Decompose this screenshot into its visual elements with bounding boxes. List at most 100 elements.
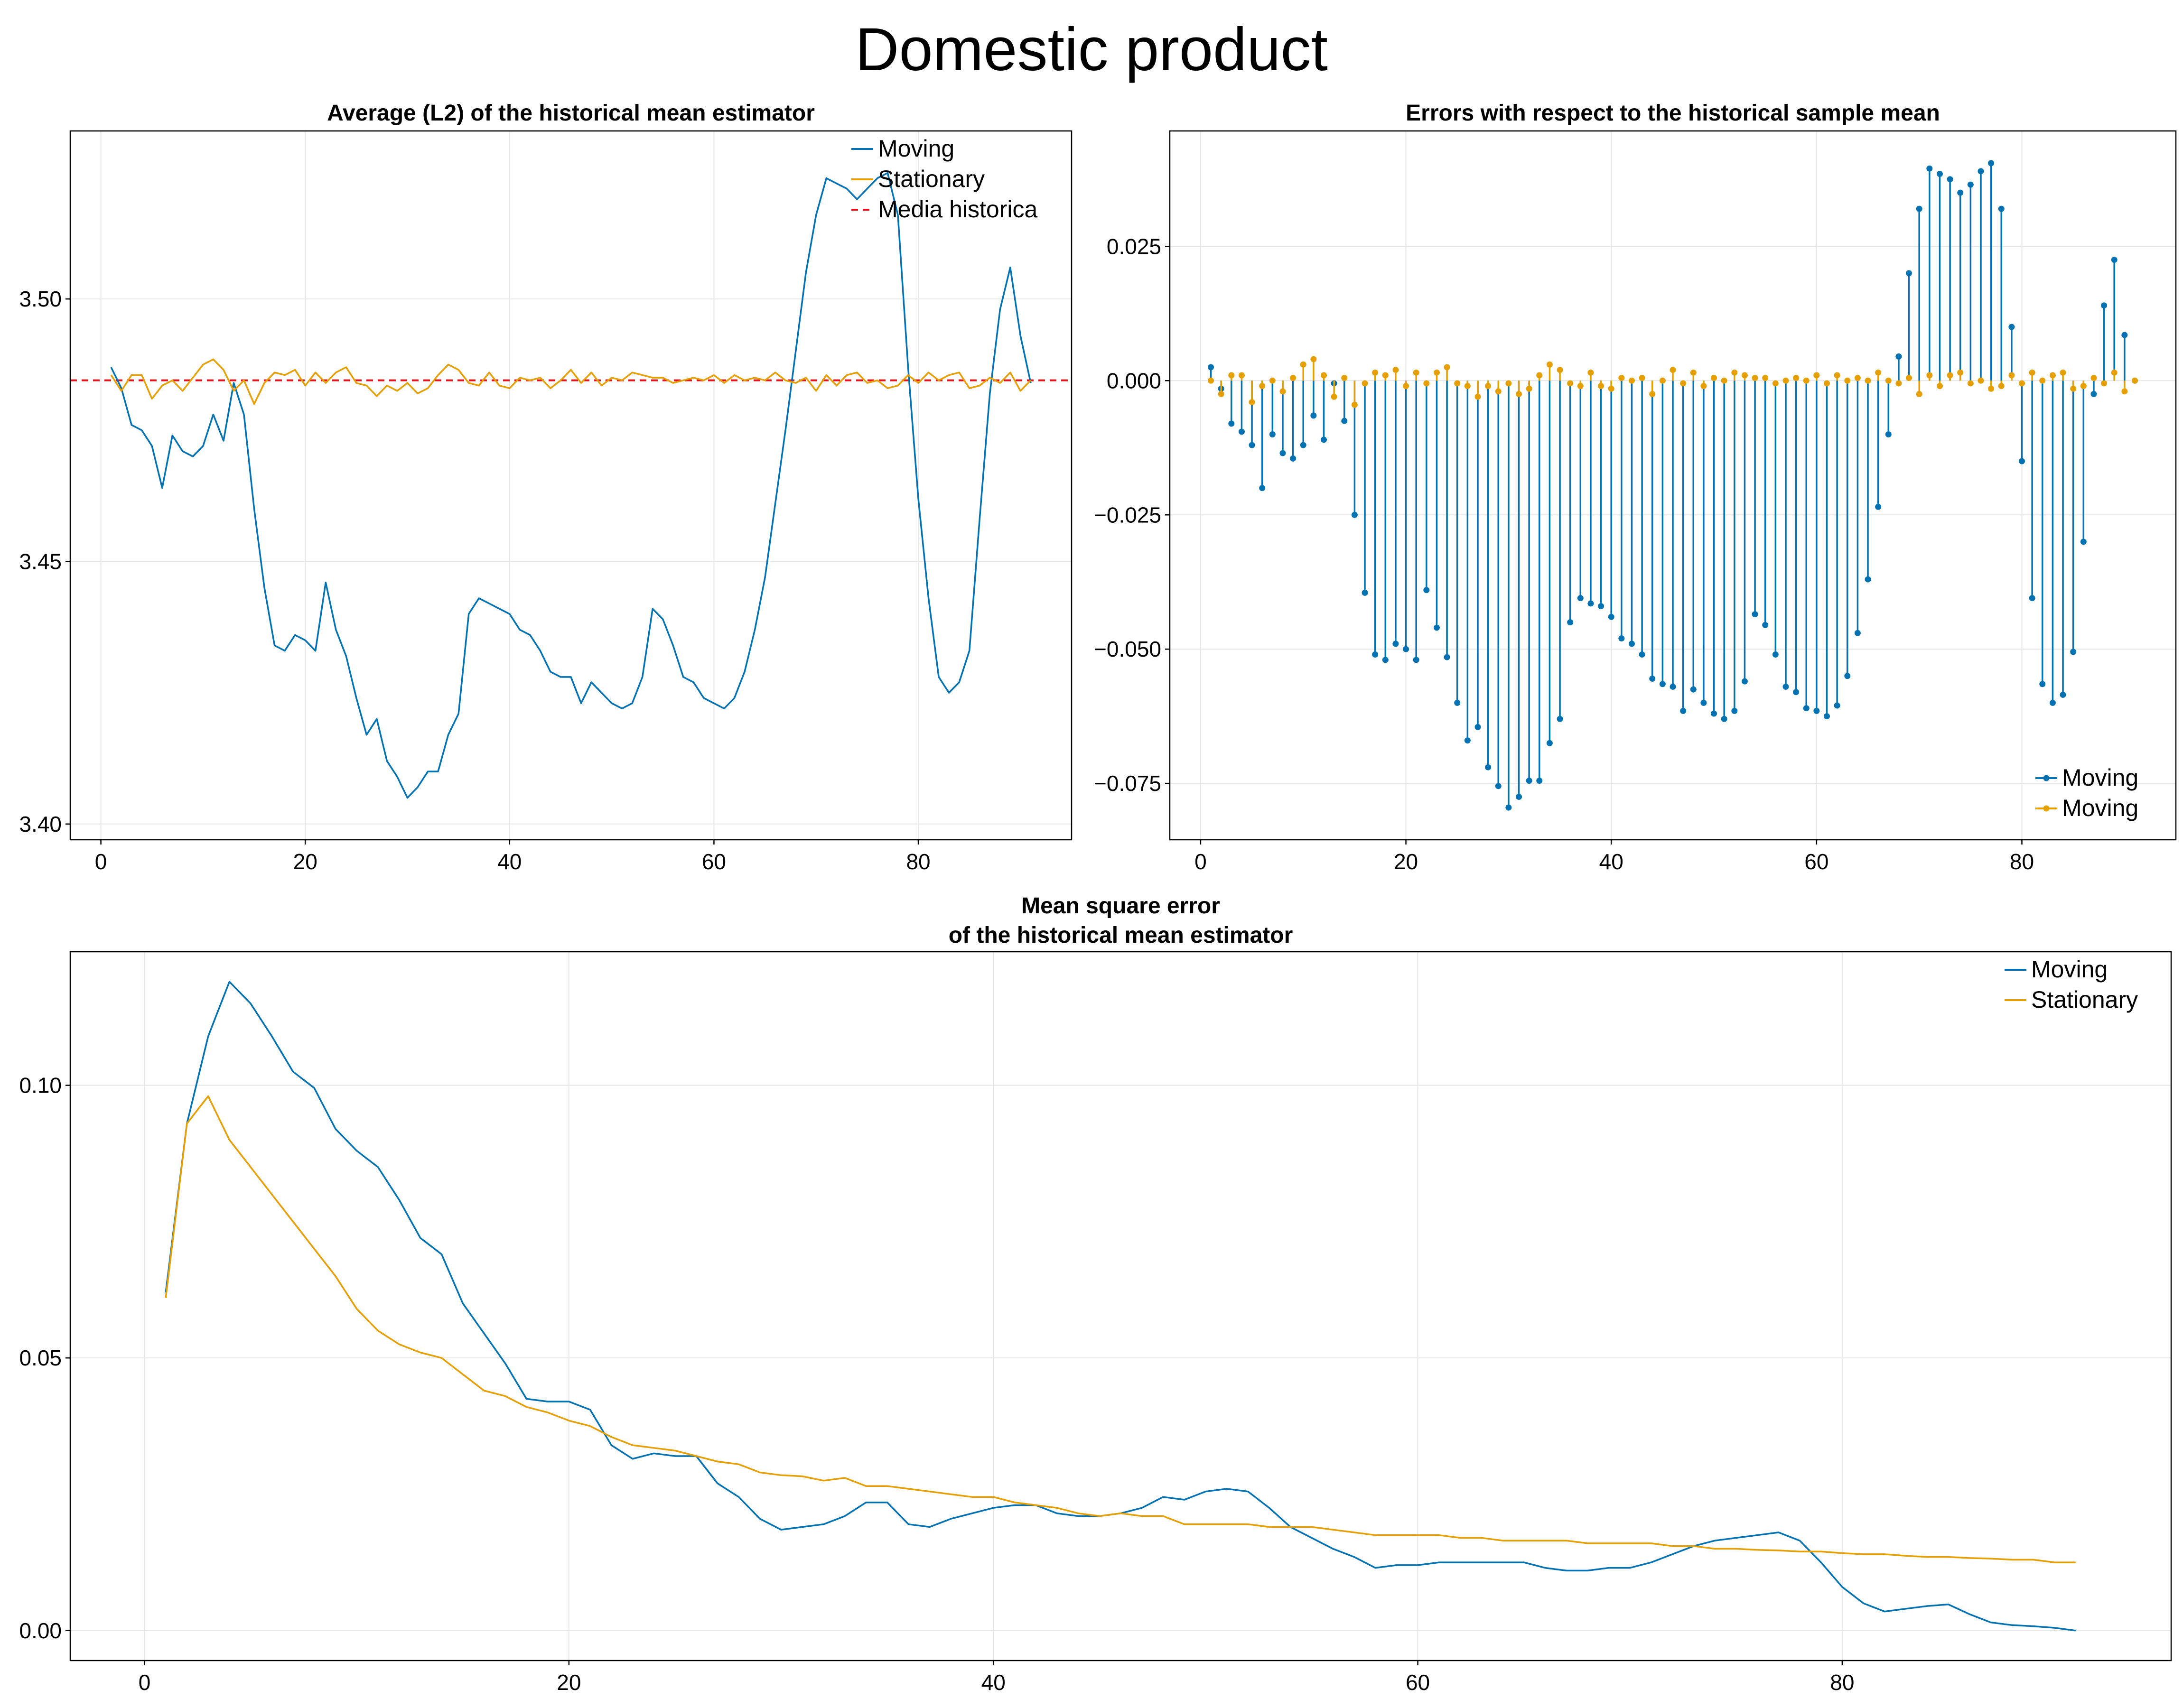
- stem-point: [1865, 576, 1871, 583]
- stem-point: [1403, 383, 1409, 390]
- stem-point: [1957, 189, 1964, 196]
- stem-point: [2019, 380, 2025, 387]
- stem-point: [1372, 369, 1379, 376]
- stem-point: [1782, 377, 1789, 384]
- stem-point: [1690, 686, 1697, 693]
- x-tick-label: 20: [557, 1670, 581, 1695]
- stem-point: [1526, 778, 1532, 784]
- stem-point: [1628, 640, 1635, 647]
- y-tick-label: 3.45: [19, 549, 62, 574]
- stem-point: [1628, 377, 1635, 384]
- legend-label: Moving: [878, 135, 954, 162]
- stem-point: [2039, 377, 2046, 384]
- stem-point: [1362, 380, 1368, 387]
- stem-point: [1659, 377, 1666, 384]
- stem-point: [1228, 372, 1235, 379]
- stem-point: [1978, 377, 1984, 384]
- stem-point: [1608, 613, 1614, 620]
- y-tick-label: 0.000: [1107, 368, 1161, 393]
- panel-errors: Errors with respect to the historical sa…: [1094, 101, 2177, 874]
- x-tick-label: 0: [139, 1670, 151, 1695]
- legend-marker: [2043, 805, 2050, 812]
- stem-point: [1700, 699, 1707, 706]
- stem-point: [1546, 361, 1553, 368]
- x-tick-label: 80: [906, 849, 930, 874]
- stem-point: [2029, 369, 2035, 376]
- stem-point: [2121, 332, 2128, 338]
- stem-point: [1998, 383, 2005, 390]
- stem-point: [1567, 619, 1574, 626]
- stem-point: [1834, 702, 1840, 709]
- stem-point: [1567, 380, 1574, 387]
- stem-point: [1906, 375, 1912, 381]
- stem-point: [1423, 587, 1430, 594]
- stem-point: [1793, 375, 1800, 381]
- stem-point: [1947, 176, 1953, 183]
- stem-point: [1290, 375, 1297, 381]
- stem-point: [1320, 436, 1327, 443]
- y-tick-label: 0.025: [1107, 234, 1161, 259]
- plot-frame: [69, 130, 1073, 841]
- stem-point: [1464, 383, 1471, 390]
- x-tick-label: 80: [2010, 849, 2034, 874]
- series-line: [110, 358, 1032, 405]
- stem-point: [1208, 364, 1214, 371]
- stem-point: [1895, 353, 1902, 360]
- stem-point: [1885, 431, 1892, 437]
- y-tick-label: −0.050: [1094, 637, 1161, 661]
- stem-point: [1587, 600, 1594, 607]
- stem-point: [1259, 485, 1266, 492]
- stem-point: [1505, 380, 1512, 387]
- stem-point: [1690, 369, 1697, 376]
- stem-point: [2060, 691, 2066, 698]
- stem-point: [2121, 388, 2128, 395]
- stem-point: [1670, 683, 1676, 690]
- panel-average-l2: Average (L2) of the historical mean esti…: [19, 101, 1073, 874]
- x-tick-label: 40: [497, 849, 522, 874]
- stem-point: [1577, 383, 1584, 390]
- stem-point: [1208, 377, 1214, 384]
- y-tick-label: 0.05: [19, 1346, 62, 1370]
- stem-point: [1926, 372, 1933, 379]
- stem-point: [1844, 377, 1851, 384]
- stem-point: [1659, 681, 1666, 687]
- stem-point: [1772, 651, 1779, 658]
- stem-point: [1680, 380, 1687, 387]
- legend-label: Moving: [2062, 795, 2138, 821]
- stem-point: [1998, 205, 2005, 212]
- stem-point: [1598, 383, 1605, 390]
- stem-point: [1936, 383, 1943, 390]
- stem-point: [1331, 393, 1337, 400]
- figure-title: Domestic product: [855, 16, 1328, 84]
- series-line: [165, 981, 2076, 1632]
- x-tick-label: 20: [1394, 849, 1418, 874]
- stem-point: [1413, 369, 1419, 376]
- stem-point: [1433, 624, 1440, 631]
- stem-point: [1670, 367, 1676, 373]
- stem-point: [1341, 375, 1348, 381]
- plot-frame: [1169, 130, 2177, 841]
- stem-point: [2070, 385, 2077, 392]
- stem-point: [1793, 689, 1800, 696]
- stem-point: [2080, 383, 2087, 390]
- stem-point: [1372, 651, 1379, 658]
- stem-point: [1362, 589, 1368, 596]
- stem-point: [1649, 675, 1656, 682]
- stem-point: [1485, 383, 1492, 390]
- stem-point: [1310, 356, 1317, 362]
- stem-point: [2070, 649, 2077, 655]
- y-tick-label: 0.10: [19, 1073, 62, 1098]
- stem-point: [1238, 428, 1245, 435]
- stem-point: [1762, 622, 1769, 628]
- stem-point: [1813, 372, 1820, 379]
- stem-point: [1423, 380, 1430, 387]
- stem-point: [1834, 372, 1840, 379]
- stem-point: [2049, 699, 2056, 706]
- stem-point: [2131, 377, 2138, 384]
- stem-point: [1279, 450, 1286, 456]
- plot-frame: [69, 951, 2172, 1662]
- stem-point: [1988, 160, 1995, 167]
- y-tick-label: 3.50: [19, 287, 62, 311]
- stem-point: [1721, 377, 1727, 384]
- panel-mse: Mean square error of the historical mean …: [19, 893, 2172, 1695]
